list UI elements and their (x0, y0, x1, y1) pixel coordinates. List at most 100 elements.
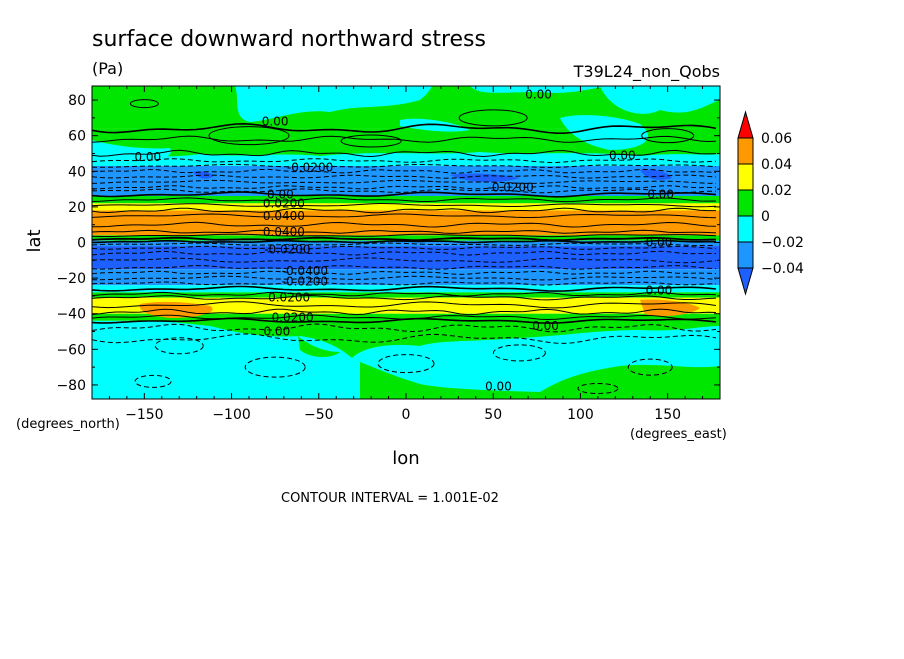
colorbar-swatch (737, 189, 754, 217)
contour-line-18 (92, 236, 717, 242)
contour-feature-16 (92, 152, 720, 160)
colorbar-tick-label: 0.04 (761, 157, 792, 173)
contour-line-30 (92, 294, 717, 301)
contour-feature-7 (360, 362, 720, 399)
band-10 (92, 246, 720, 270)
contour-label: -0.0200 (488, 180, 534, 194)
colorbar-max-triangle (737, 110, 754, 139)
contour-label: -0.0200 (287, 161, 333, 175)
contour-label: 0.0400 (263, 209, 305, 223)
contour-line-34 (92, 317, 717, 324)
run-label: T39L24_non_Qobs (573, 62, 720, 82)
closed-contour-3 (492, 344, 546, 362)
band-8 (92, 235, 720, 241)
contour-line-11 (92, 197, 717, 203)
contour-label: 0.00 (525, 88, 552, 102)
contour-feature-8 (298, 336, 340, 358)
band-12 (92, 285, 720, 293)
colorbar-min-triangle (737, 267, 754, 296)
y-tick-label: 0 (77, 236, 86, 252)
x-tick-label: 0 (402, 407, 411, 423)
contour-line-32 (92, 308, 717, 316)
contour-line-10 (92, 191, 717, 198)
contour-label: 0.0200 (268, 291, 310, 305)
contour-line-21 (92, 245, 717, 250)
x-tick-label: −150 (125, 407, 163, 423)
contour-feature-6 (92, 316, 720, 358)
x-tick-label: −50 (304, 407, 334, 423)
contour-feature-14 (640, 169, 672, 180)
colorbar-swatch (737, 163, 754, 191)
y-units-label: (degrees_north) (16, 417, 120, 432)
contour-label: 0.00 (485, 380, 512, 394)
contour-line-20 (92, 242, 717, 246)
y-tick-label: 20 (68, 200, 86, 216)
colorbar-tick-label: 0.06 (761, 131, 792, 147)
contour-line-6 (92, 174, 717, 179)
contour-label: 0.00 (264, 325, 291, 339)
contour-line-22 (92, 250, 717, 256)
x-tick-label: −100 (212, 407, 250, 423)
contour-line-25 (92, 270, 717, 275)
y-tick-label: 40 (68, 164, 86, 180)
contour-line-14 (92, 213, 717, 219)
y-tick-label: 60 (68, 129, 86, 145)
y-tick-label: −40 (56, 307, 86, 323)
y-axis: 80 60 40 20 0 −20 −40 −60 −80 (56, 93, 720, 394)
contour-label: 0.00 (646, 284, 673, 298)
closed-contour-2 (377, 354, 435, 374)
contour-interval-note: CONTOUR INTERVAL = 1.001E-02 (281, 491, 499, 506)
contour-line-26 (92, 275, 717, 281)
contour-feature-5 (560, 115, 649, 150)
contour-line-1 (92, 135, 717, 143)
closed-contour-n-3 (458, 109, 528, 127)
contour-line-7 (92, 179, 717, 184)
contour-line-4 (92, 163, 717, 169)
band-3 (92, 165, 720, 190)
contour-line-0 (92, 122, 717, 134)
contour-feature-3 (400, 118, 470, 132)
closed-contour-n-2 (340, 134, 402, 148)
contour-line-31 (92, 301, 717, 309)
colorbar-tick-label: −0.02 (761, 235, 804, 251)
contour-line-27 (92, 281, 717, 286)
contour-feature-12 (193, 171, 214, 179)
contour-label: 0.0400 (263, 225, 305, 239)
closed-contour-5 (134, 374, 172, 388)
colorbar-tick-label: −0.04 (761, 261, 804, 277)
band-5 (92, 194, 720, 204)
contour-feature-15 (92, 186, 720, 196)
x-tick-label: 50 (484, 407, 502, 423)
contour-line-24 (92, 265, 717, 270)
x-axis: −150 −100 −50 0 50 100 150 (108, 86, 704, 423)
band-13 (92, 292, 720, 298)
closed-contour-n-0 (129, 99, 159, 109)
contour-line-17 (92, 233, 717, 238)
contour-label: -0.0200 (264, 243, 310, 257)
colorbar-tick-label: 0 (761, 209, 770, 225)
contour-label: 0.00 (262, 114, 289, 128)
contour-feature-1 (470, 86, 610, 93)
contour-label: 0.0200 (263, 196, 305, 210)
contour-features (92, 86, 720, 399)
y-axis-label: lat (24, 229, 45, 252)
contour-line-3 (92, 158, 717, 164)
chart-title: surface downward northward stress (92, 27, 486, 52)
contour-label: 0.00 (267, 187, 294, 201)
contour-line-5 (92, 168, 717, 174)
y-tick-label: −20 (56, 271, 86, 287)
contour-line-28 (92, 285, 717, 292)
closed-contour-1 (244, 356, 306, 378)
contour-line-2 (92, 149, 717, 158)
contour-label: -0.0200 (282, 275, 328, 289)
contour-feature-2 (600, 86, 720, 114)
contour-lines (92, 99, 717, 394)
contour-line-29 (92, 291, 717, 297)
contour-line-8 (92, 185, 717, 190)
contour-line-9 (92, 188, 717, 194)
units-label: (Pa) (92, 59, 123, 78)
contour-line-12 (92, 202, 717, 208)
band-11 (92, 269, 720, 286)
contour-label: 0.00 (532, 319, 559, 333)
closed-contour-n-1 (208, 126, 290, 146)
